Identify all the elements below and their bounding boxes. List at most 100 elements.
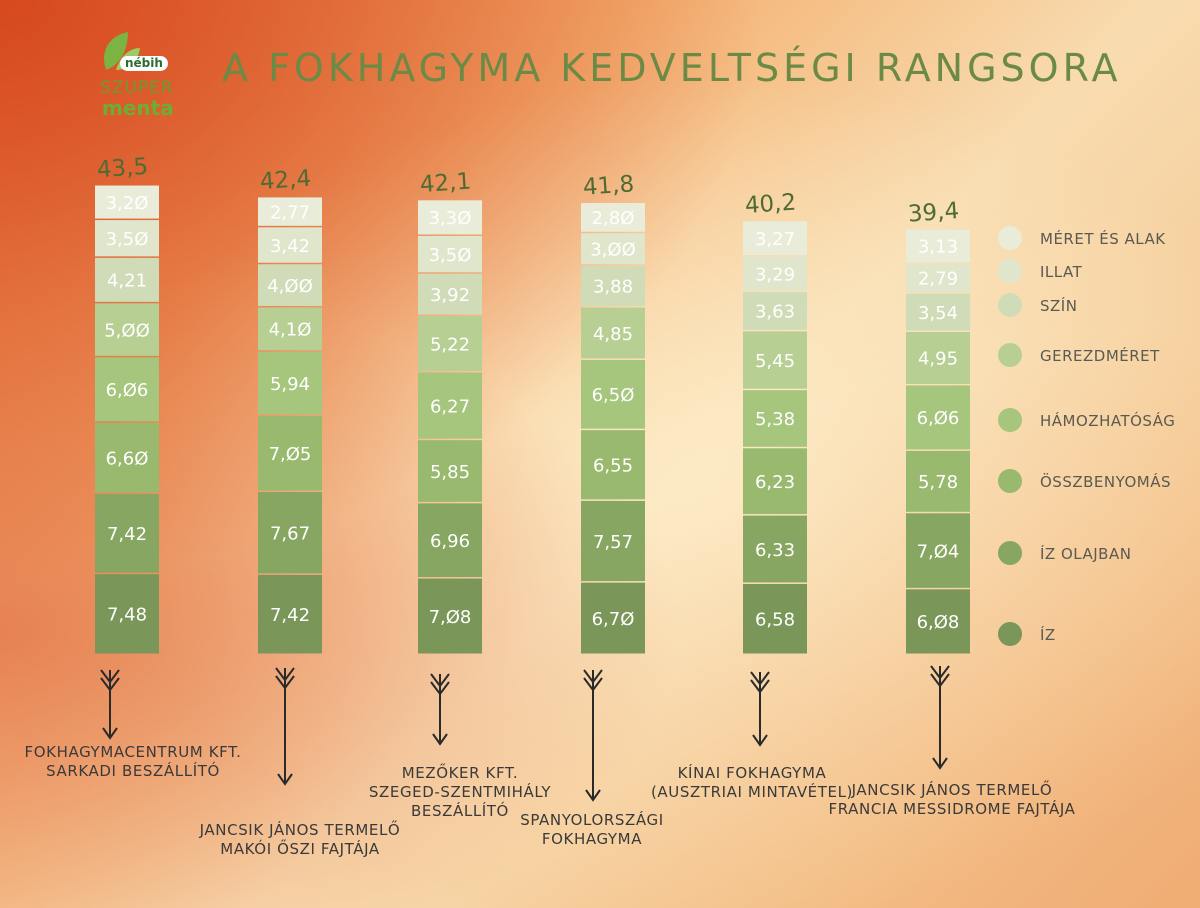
bar-segment: [258, 197, 322, 226]
bar-segment: [418, 503, 482, 578]
bar-segment: [418, 372, 482, 439]
bar-segment: [418, 273, 482, 315]
arrow-icon: [100, 669, 120, 740]
category-label: (AUSZTRIAI MINTAVÉTEL): [651, 782, 853, 801]
bar-segment: [581, 265, 645, 307]
legend-swatch: [998, 293, 1022, 317]
arrows-layer: [100, 665, 950, 802]
segment-value-label: 6,33: [755, 540, 795, 561]
segment-value-label: 6,7Ø: [592, 609, 635, 630]
segment-value-label: 3,5Ø: [429, 245, 472, 266]
legend: MÉRET ÉS ALAK ILLAT SZÍN GEREZDMÉRET HÁMOZHA…: [998, 226, 1175, 646]
bars-layer: 7,48 7,42 6,6Ø 6,Ø6 5,ØØ 4,21 3,5Ø 3,2Ø 43,5 7,42…: [95, 154, 970, 654]
legend-swatch: [998, 226, 1022, 250]
segment-value-label: 7,67: [270, 523, 310, 544]
category-label: JANCSIK JÁNOS TERMELŐ: [199, 819, 401, 839]
bar-segment: [95, 357, 159, 422]
bar-segment: [906, 229, 970, 263]
segment-value-label: 3,54: [918, 303, 958, 324]
captions-layer: FOKHAGYMACENTRUM KFT.SARKADI BESZÁLLÍTÓ J…: [25, 743, 1075, 858]
legend-swatch: [998, 343, 1022, 367]
segment-value-label: 3,88: [593, 277, 633, 298]
bar-segment: [258, 492, 322, 574]
legend-label: ILLAT: [1040, 263, 1083, 281]
bar-segment: [906, 293, 970, 331]
arrow-icon: [275, 667, 295, 786]
total-value-label: 42,1: [419, 169, 472, 199]
logo-nebih-text: nébih: [120, 56, 168, 71]
total-value-label: 39,4: [907, 198, 960, 228]
bar-segment: [95, 422, 159, 493]
arrow-icon: [430, 673, 450, 746]
legend-swatch: [998, 541, 1022, 565]
segment-value-label: 3,92: [430, 285, 470, 306]
bar-segment: [418, 316, 482, 371]
bar-segment: [95, 303, 159, 356]
segment-value-label: 3,13: [918, 237, 958, 258]
segment-value-label: 6,Ø8: [917, 612, 960, 633]
logo-szuper-text: SZUPER: [100, 78, 174, 98]
segment-value-label: 6,58: [755, 609, 795, 630]
segment-value-label: 3,63: [755, 302, 795, 323]
bar-segment: [581, 582, 645, 654]
page-title: A FOKHAGYMA KEDVELTSÉGI RANGSORA: [222, 46, 1122, 90]
segment-value-label: 6,Ø6: [917, 408, 960, 429]
bar-segment: [258, 227, 322, 263]
bar-segment: [418, 200, 482, 235]
legend-label: HÁMOZHATÓSÁG: [1040, 411, 1175, 430]
bar-segment: [743, 292, 807, 330]
segment-value-label: 3,3Ø: [429, 208, 472, 229]
total-value-label: 40,2: [744, 190, 797, 220]
segment-value-label: 7,42: [107, 524, 147, 545]
category-label: SARKADI BESZÁLLÍTÓ: [46, 761, 220, 780]
bar-segment: [581, 307, 645, 359]
segment-value-label: 5,78: [918, 472, 958, 493]
segment-value-label: 6,96: [430, 531, 470, 552]
segment-value-label: 5,ØØ: [104, 320, 150, 341]
legend-label: GEREZDMÉRET: [1040, 346, 1160, 365]
segment-value-label: 5,45: [755, 351, 795, 372]
bar-segment: [418, 235, 482, 273]
bar-segment: [95, 257, 159, 302]
segment-value-label: 5,94: [270, 374, 310, 395]
segment-value-label: 3,42: [270, 236, 310, 257]
segment-value-label: 6,55: [593, 456, 633, 477]
segment-value-label: 2,79: [918, 269, 958, 290]
segment-value-label: 4,95: [918, 349, 958, 370]
legend-swatch: [998, 259, 1022, 283]
legend-label: ÖSSZBENYOMÁS: [1040, 472, 1171, 491]
bar-segment: [581, 203, 645, 232]
segment-value-label: 7,Ø4: [917, 541, 960, 562]
nebih-szupermenta-logo: nébih SZUPER menta: [92, 26, 202, 121]
bar-segment: [95, 494, 159, 573]
arrow-icon: [583, 669, 603, 802]
segment-value-label: 2,8Ø: [592, 208, 635, 229]
bar-segment: [95, 185, 159, 219]
segment-value-label: 5,38: [755, 409, 795, 430]
total-value-label: 41,8: [582, 171, 635, 201]
bar-segment: [258, 264, 322, 306]
segment-value-label: 5,22: [430, 334, 470, 355]
arrow-icon: [930, 665, 950, 770]
category-label: FOKHAGYMA: [542, 830, 642, 848]
segment-value-label: 6,Ø6: [106, 380, 149, 401]
segment-value-label: 3,2Ø: [106, 193, 149, 214]
segment-value-label: 2,77: [270, 202, 310, 223]
bar-segment: [906, 385, 970, 450]
bar-segment: [743, 256, 807, 291]
legend-label: MÉRET ÉS ALAK: [1040, 229, 1166, 248]
category-label: SPANYOLORSZÁGI: [520, 810, 664, 829]
segment-value-label: 6,23: [755, 472, 795, 493]
segment-value-label: 7,Ø5: [269, 444, 312, 465]
bar-segment: [906, 450, 970, 512]
segment-value-label: 7,Ø8: [429, 607, 472, 628]
logo-menta-text: menta: [102, 96, 174, 120]
legend-swatch: [998, 469, 1022, 493]
bar-segment: [418, 578, 482, 654]
segment-value-label: 6,6Ø: [106, 448, 149, 469]
bar-segment: [743, 331, 807, 389]
bar-segment: [258, 574, 322, 654]
bar-segment: [743, 448, 807, 515]
bar-segment: [581, 233, 645, 265]
